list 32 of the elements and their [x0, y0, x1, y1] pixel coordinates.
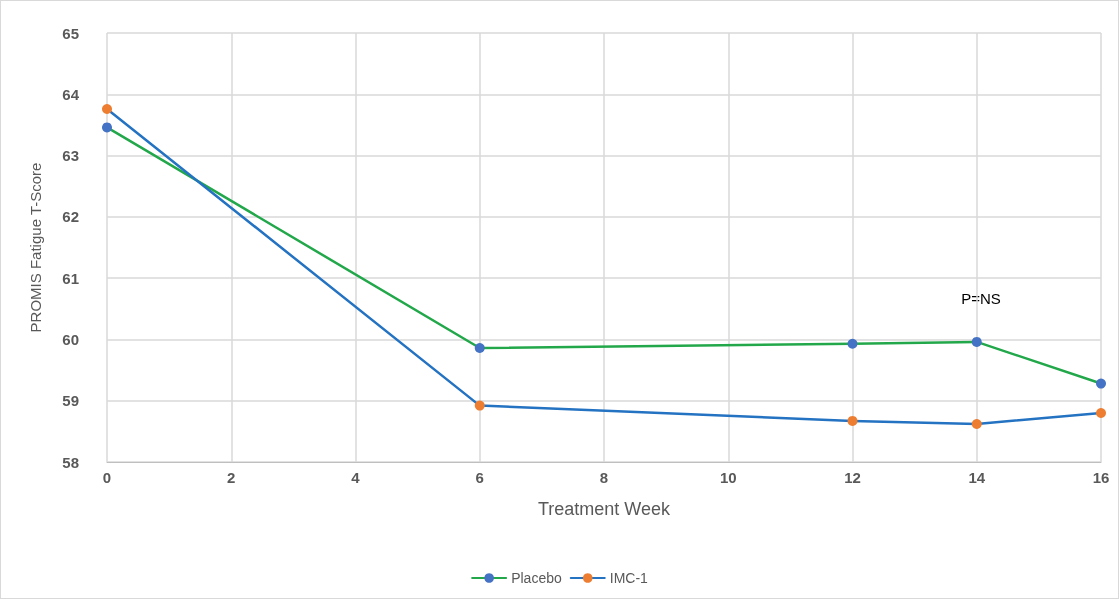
x-axis-title: Treatment Week: [537, 499, 672, 519]
point: [847, 338, 858, 349]
y-tick-label: 63: [62, 147, 79, 165]
point: [474, 400, 485, 411]
y-tick-label: 64: [62, 85, 80, 103]
point: [1096, 407, 1106, 418]
x-tick-label: 16: [1092, 469, 1110, 486]
legend-label: Placebo: [511, 570, 562, 586]
y-tick-label: 58: [62, 453, 79, 471]
x-tick-label: 0: [102, 469, 112, 486]
annotation: P=NS: [961, 289, 1001, 307]
x-tick-label: 4: [351, 469, 361, 486]
point: [1096, 378, 1106, 389]
point: [474, 343, 485, 354]
y-tick-label: 65: [62, 24, 79, 42]
x-tick-label: 14: [968, 469, 986, 486]
point: [102, 122, 112, 133]
x-tick-label: 2: [227, 469, 236, 486]
point: [102, 104, 112, 114]
y-tick-label: 62: [62, 208, 79, 226]
x-tick-label: 8: [599, 469, 609, 486]
x-tick-label: 10: [719, 469, 737, 486]
y-axis-title: PROMIS Fatigue T-Score: [27, 162, 44, 333]
point: [971, 336, 982, 347]
y-tick-label: 60: [62, 330, 79, 348]
x-tick-label: 12: [844, 469, 861, 486]
point: [847, 415, 858, 426]
x-tick-label: 6: [475, 469, 484, 486]
legend-label: IMC-1: [609, 570, 649, 586]
point: [971, 419, 982, 429]
y-tick-label: 59: [62, 392, 79, 410]
y-tick-label: 61: [62, 269, 79, 287]
